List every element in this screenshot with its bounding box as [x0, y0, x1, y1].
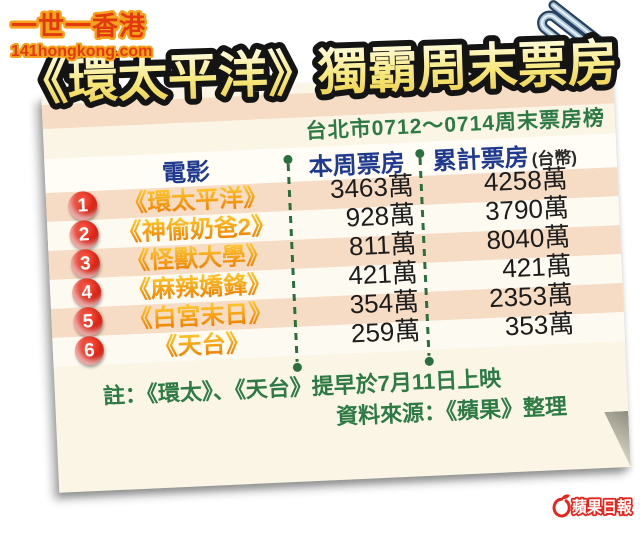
rank-badge: 1 — [67, 190, 98, 222]
rank-badge: 6 — [74, 335, 105, 366]
table-body: 1 《環太平洋》 3463萬 4258萬 2 《神偷奶爸2》 928萬 3790… — [45, 163, 626, 367]
rank-badge: 4 — [71, 277, 102, 308]
apple-daily-logo: 蘋果日報 — [548, 491, 635, 526]
footnotes: 註：《環太》、《天台》提早於7月11日上映 資料來源：《蘋果》整理 — [102, 360, 567, 443]
site-watermark-url: 141hongkong.com — [11, 43, 152, 60]
apple-daily-logo-text: 蘋果日報 — [572, 498, 633, 517]
paperclip-icon — [520, 0, 632, 93]
rank-badge: 2 — [69, 219, 100, 251]
site-watermark-cn: 一世一香港 — [11, 11, 146, 41]
rank-badge: 5 — [72, 306, 104, 337]
paper-card: 台北市0712～0714周末票房榜 電影 本周票房 累計票房 (台幣) 1 《環太… — [41, 69, 630, 493]
total-gross-value: 353萬 — [504, 308, 575, 342]
week-gross-value: 259萬 — [350, 315, 422, 349]
apple-icon — [552, 494, 571, 518]
site-watermark: 一世一香港 141hongkong.com — [8, 8, 198, 71]
headline: 《環太平洋》獨霸周末票房 — [8, 15, 633, 135]
page-curl-corner — [604, 411, 631, 468]
rank-badge: 3 — [70, 248, 101, 279]
